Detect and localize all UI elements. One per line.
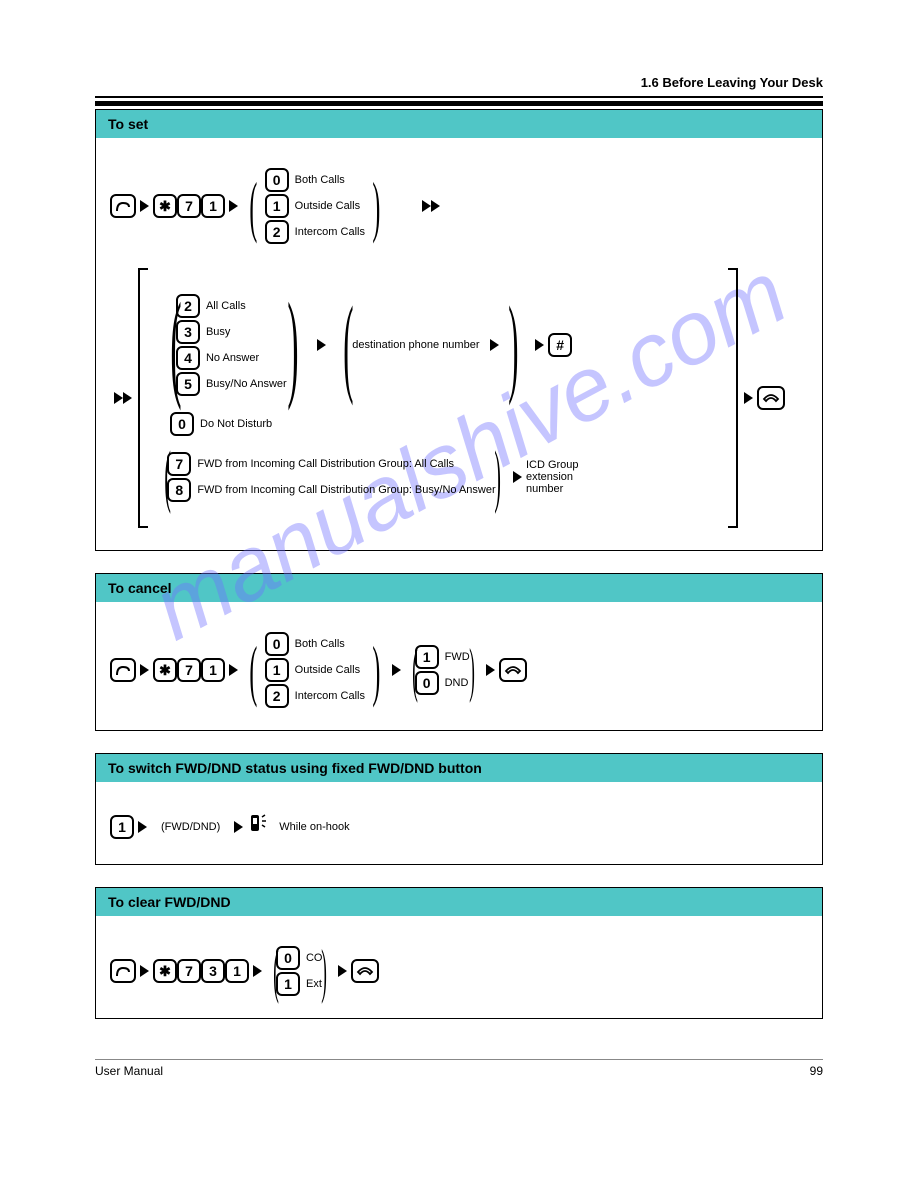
key-1: 1 — [415, 645, 439, 669]
arrow-icon — [431, 200, 440, 212]
arrow-icon — [234, 821, 243, 833]
key-1: 1 — [265, 658, 289, 682]
arrow-icon — [229, 664, 238, 676]
key-1: 1 — [225, 959, 249, 983]
panel-title: To switch FWD/DND status using fixed FWD… — [96, 754, 822, 782]
phone-vibrate-icon — [247, 812, 273, 842]
on-hook-icon — [499, 658, 527, 682]
key-3: 3 — [201, 959, 225, 983]
arrow-icon — [513, 471, 522, 483]
arrow-icon — [140, 965, 149, 977]
arrow-icon — [317, 339, 326, 351]
arrow-icon — [338, 965, 347, 977]
key-1: 1 — [201, 658, 225, 682]
off-hook-icon — [110, 959, 136, 983]
key-star: ✱ — [153, 658, 177, 682]
footer-right: 99 — [810, 1064, 823, 1078]
on-hook-icon — [757, 386, 785, 410]
panel-switch: To switch FWD/DND status using fixed FWD… — [95, 753, 823, 865]
key-2: 2 — [265, 684, 289, 708]
key-0: 0 — [265, 632, 289, 656]
arrow-icon — [123, 392, 132, 404]
off-hook-icon — [110, 658, 136, 682]
key-7: 7 — [177, 959, 201, 983]
key-0: 0 — [415, 671, 439, 695]
header-text: 1.6 Before Leaving Your Desk — [95, 75, 823, 90]
bracket-left — [138, 268, 148, 528]
arrow-icon — [138, 821, 147, 833]
panel-title: To clear FWD/DND — [96, 888, 822, 916]
panel-clear: To clear FWD/DND ✱ 7 3 1 ( 0CO 1Ext ) — [95, 887, 823, 1019]
off-hook-icon — [110, 194, 136, 218]
key-1: 1 — [110, 815, 134, 839]
arrow-icon — [422, 200, 431, 212]
on-hook-icon — [351, 959, 379, 983]
arrow-icon — [140, 200, 149, 212]
panel-title: To set — [96, 110, 822, 138]
key-8: 8 — [167, 478, 191, 502]
panel-set: To set ✱ 7 1 ( 0Both Calls 1Outside Call… — [95, 109, 823, 551]
key-1: 1 — [276, 972, 300, 996]
icd-label: ICD Group extension number — [526, 459, 579, 495]
key-2: 2 — [265, 220, 289, 244]
header-rule — [95, 96, 823, 106]
key-0: 0 — [276, 946, 300, 970]
destination-label: destination phone number — [352, 339, 479, 351]
option-stack: 0Both Calls 1Outside Calls 2Intercom Cal… — [265, 168, 365, 244]
arrow-icon — [229, 200, 238, 212]
key-1: 1 — [201, 194, 225, 218]
panel-body: ✱ 7 1 ( 0Both Calls 1Outside Calls 2Inte… — [96, 138, 822, 550]
arrow-icon — [486, 664, 495, 676]
arrow-icon — [490, 339, 499, 351]
arrow-icon — [114, 392, 123, 404]
on-hook-label: While on-hook — [279, 821, 349, 833]
fwd-dnd-label: (FWD/DND) — [161, 821, 220, 833]
key-7: 7 — [177, 658, 201, 682]
key-7: 7 — [177, 194, 201, 218]
arrow-icon — [140, 664, 149, 676]
footer-left: User Manual — [95, 1064, 163, 1078]
key-star: ✱ — [153, 194, 177, 218]
key-0: 0 — [170, 412, 194, 436]
arrow-icon — [535, 339, 544, 351]
key-hash: # — [548, 333, 572, 357]
arrow-icon — [253, 965, 262, 977]
panel-title: To cancel — [96, 574, 822, 602]
key-0: 0 — [265, 168, 289, 192]
key-1: 1 — [265, 194, 289, 218]
footer: User Manual 99 — [95, 1059, 823, 1078]
bracket-right — [728, 268, 738, 528]
panel-cancel: To cancel ✱ 7 1 ( 0Both Calls 1Outside C… — [95, 573, 823, 731]
arrow-icon — [392, 664, 401, 676]
key-7: 7 — [167, 452, 191, 476]
key-star: ✱ — [153, 959, 177, 983]
arrow-icon — [744, 392, 753, 404]
